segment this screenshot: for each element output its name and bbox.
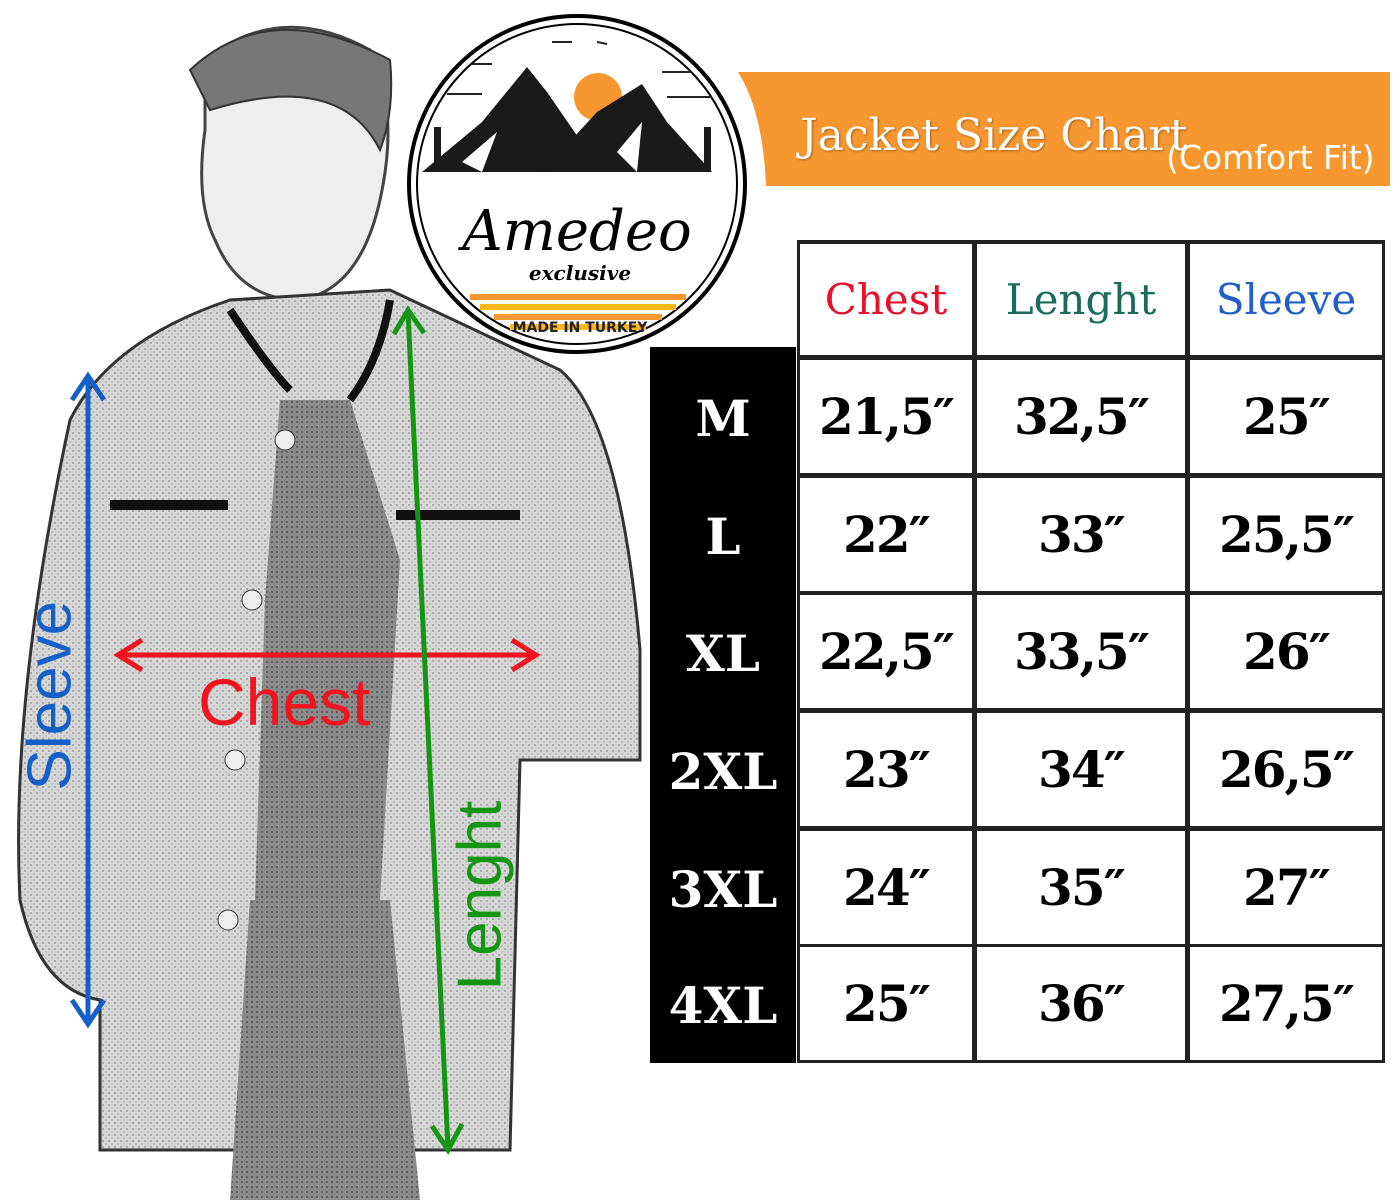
size-label: M (695, 389, 751, 448)
cell-chest: 21,5″ (797, 357, 975, 476)
size-label: 2XL (668, 742, 778, 801)
header-sleeve: Sleeve (1187, 240, 1385, 358)
header-chest: Chest (797, 240, 975, 358)
cell-length: 32,5″ (974, 357, 1188, 476)
cell-chest: 25″ (797, 944, 975, 1063)
chest-label: Chest (198, 665, 371, 739)
model-illustration (17, 25, 642, 1200)
cell-sleeve: 27,5″ (1187, 944, 1385, 1063)
size-label: 4XL (668, 976, 778, 1035)
cell-sleeve: 26″ (1187, 592, 1385, 711)
svg-text:Amedeo: Amedeo (457, 199, 691, 264)
size-label: XL (686, 624, 760, 683)
cell-chest: 22,5″ (797, 592, 975, 711)
cell-chest: 24″ (797, 828, 975, 947)
cell-length: 36″ (974, 944, 1188, 1063)
cell-length: 33″ (974, 475, 1188, 594)
cell-length: 35″ (974, 828, 1188, 947)
cell-sleeve: 27″ (1187, 828, 1385, 947)
chest-arrow (113, 637, 541, 673)
cell-chest: 23″ (797, 710, 975, 829)
cell-sleeve: 26,5″ (1187, 710, 1385, 829)
title-banner (738, 72, 1390, 186)
size-label: 3XL (668, 860, 778, 919)
svg-text:MADE IN TURKEY: MADE IN TURKEY (513, 320, 649, 336)
amedeo-logo: Amedeo exclusive MADE IN TURKEY (407, 14, 747, 354)
svg-text:exclusive: exclusive (529, 261, 631, 285)
chart-subtitle: (Comfort Fit) (1166, 138, 1375, 177)
length-arrow (391, 305, 465, 1155)
cell-length: 33,5″ (974, 592, 1188, 711)
chart-title: Jacket Size Chart (800, 110, 1188, 161)
size-label: L (705, 507, 741, 566)
cell-sleeve: 25,5″ (1187, 475, 1385, 594)
cell-sleeve: 25″ (1187, 357, 1385, 476)
sleeve-arrow (69, 371, 107, 1029)
cell-length: 34″ (974, 710, 1188, 829)
sleeve-label: Sleeve (15, 600, 85, 791)
header-length: Lenght (974, 240, 1188, 358)
cell-chest: 22″ (797, 475, 975, 594)
size-column (650, 347, 796, 1063)
length-label: Lenght (445, 800, 515, 991)
